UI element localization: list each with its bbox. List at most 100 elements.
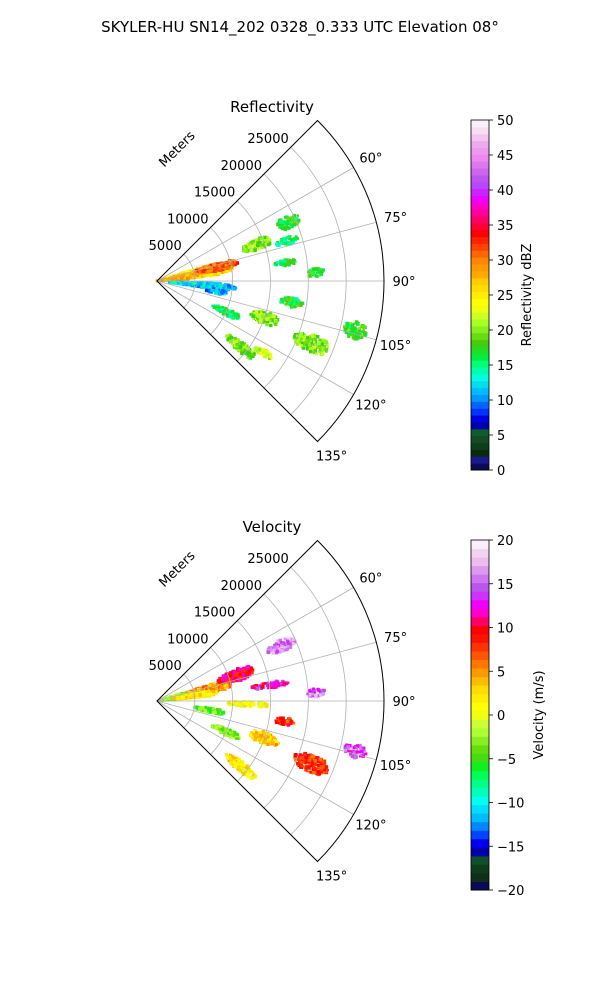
echo-bin [181,281,185,285]
echo-bin [318,268,322,272]
echo-bin [242,704,247,708]
echo-bin [276,649,280,653]
echo-bin [247,242,251,246]
echo-bin [349,322,353,325]
azimuth-tick-label: 90° [392,695,415,710]
echo-bin [274,738,277,741]
echo-bin [207,286,211,290]
echo-bin [252,310,255,313]
echo-bin [231,678,234,681]
colorbar-swatch [471,796,489,806]
echo-bin [296,237,300,240]
echo-cluster [292,331,329,356]
colorbar-swatch [471,250,489,258]
echo-bin [263,732,267,736]
echo-bin [232,760,236,764]
echo-bin [183,283,186,286]
colorbar-swatch [471,435,489,444]
echo-bin [296,761,300,766]
echo-bin [259,684,263,688]
colorbar-swatch [471,548,489,558]
echo-bin [276,716,279,719]
colorbar-tick-label: 15 [497,578,514,593]
echo-bin [218,272,221,275]
echo-bin [294,260,297,263]
echo-bin [347,334,351,338]
echo-bin [245,352,248,356]
echo-bin [360,324,364,328]
azimuth-spoke [156,587,354,702]
echo-bin [294,235,298,239]
echo-bin [209,710,212,713]
echo-bin [227,284,231,289]
echo-bin [204,271,208,274]
azimuth-tick-label: 75° [384,631,407,646]
echo-bin [350,750,353,754]
echo-bin [246,772,250,776]
echo-cluster [241,235,272,254]
echo-cluster [193,705,226,716]
echo-bin [236,733,239,736]
colorbar-swatch [471,305,489,313]
echo-bin [299,303,303,307]
echo-bin [278,638,283,643]
echo-bin [298,334,303,339]
echo-bin [225,727,229,731]
echo-bin [343,745,347,748]
echo-bin [284,644,288,648]
echo-bin [249,666,253,670]
echo-bin [311,337,315,341]
echo-bin [245,347,249,351]
colorbar-swatch [471,804,489,814]
echo-bin [292,301,297,306]
echo-bin [313,762,317,766]
echo-bin [224,286,227,290]
echo-bin [242,764,247,769]
echo-bin [184,270,189,275]
echo-bin [295,334,299,338]
echo-bin [264,238,269,242]
radial-tick-label: 20000 [221,159,262,174]
echo-bin [260,682,264,686]
colorbar-swatch [471,154,489,162]
echo-bin [220,727,225,732]
echo-bin [290,238,294,242]
echo-bin [182,277,186,280]
echo-bin [302,752,306,756]
echo-bin [287,301,291,305]
echo-bin [251,355,255,358]
echo-bin [302,343,306,347]
echo-cluster [249,309,280,328]
echo-bin [321,765,325,769]
echo-bin [230,342,234,345]
echo-bin [215,273,219,277]
echo-bin [240,351,244,356]
echo-bin [226,755,230,759]
echo-bin [253,737,257,742]
echo-bin [227,734,230,737]
echo-bin [228,287,231,291]
radial-tick-label: 5000 [149,659,182,674]
echo-bin [310,690,313,693]
echo-bin [320,342,324,346]
colorbar-tick-label: −5 [497,753,516,768]
echo-bin [349,752,353,757]
colorbar-swatch [471,463,489,471]
echo-bin [355,750,359,753]
echo-bin [352,751,356,755]
echo-bin [313,340,316,344]
echo-bin [355,747,359,750]
echo-bin [281,226,285,231]
echo-bin [208,285,211,289]
echo-bin [233,263,237,267]
echo-bin [235,679,239,682]
radial-tick-label: 15000 [194,186,235,201]
echo-bin [219,263,223,266]
echo-cluster [172,690,218,701]
echo-bin [267,681,270,684]
echo-bin [247,670,251,674]
echo-bin [229,761,233,765]
echo-bin [254,238,258,242]
echo-bin [273,643,276,647]
echo-bin [319,693,323,697]
